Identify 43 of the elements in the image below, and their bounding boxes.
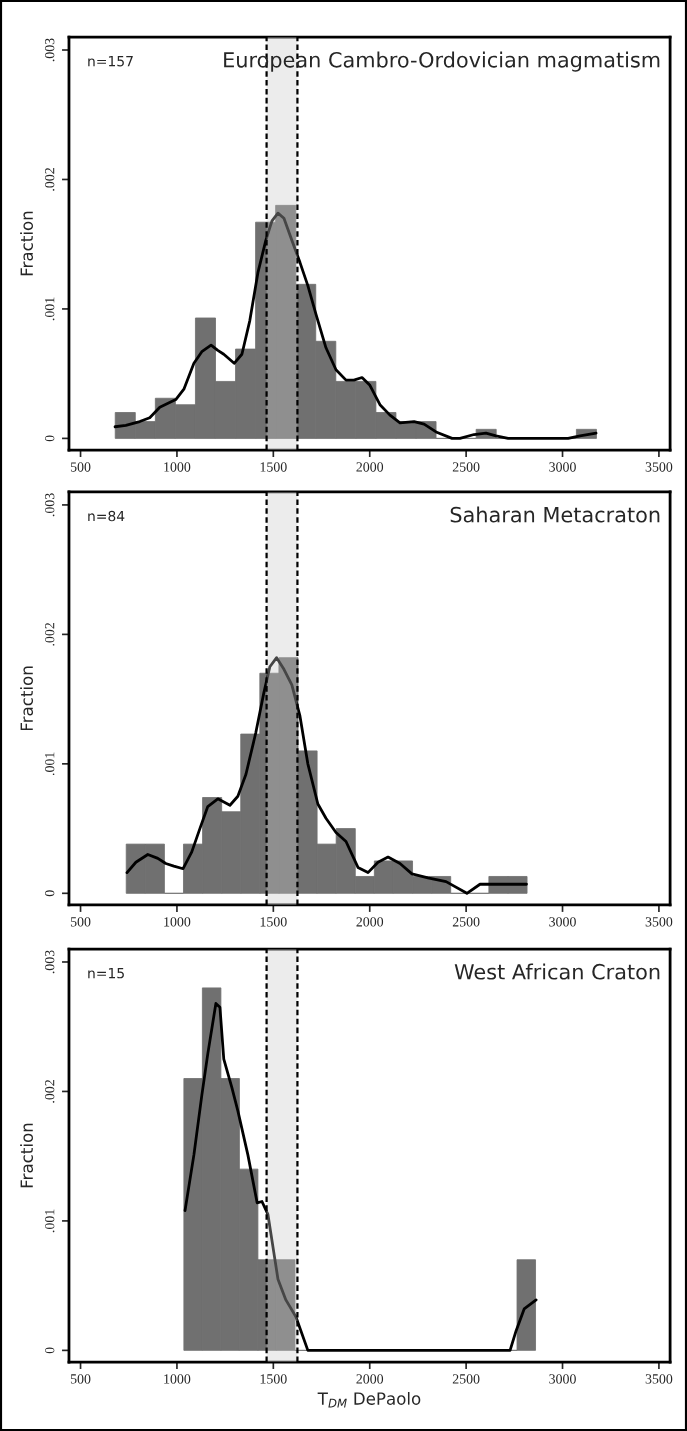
y-tick-label: 0 bbox=[44, 890, 55, 897]
x-tick-label: 500 bbox=[70, 462, 91, 472]
x-tick-label: 1000 bbox=[164, 462, 191, 472]
x-tick-label: 3500 bbox=[645, 1374, 673, 1384]
x-tick-label: 2000 bbox=[356, 462, 384, 472]
x-tick-label: 2000 bbox=[356, 1374, 384, 1384]
annotation: n=84 bbox=[88, 510, 125, 522]
y-tick-label: .003 bbox=[44, 950, 55, 974]
y-tick-label: .002 bbox=[44, 623, 55, 646]
x-tick-label: 1500 bbox=[260, 917, 287, 927]
y-tick-label: 0 bbox=[44, 435, 55, 442]
x-axis-title: T$_{DM}$ DePaolo bbox=[317, 1391, 421, 1408]
y-tick-label: .002 bbox=[44, 1080, 55, 1103]
x-tick-label: 500 bbox=[70, 917, 91, 927]
y-tick-label: 0 bbox=[44, 1347, 55, 1354]
x-tick-label: 1000 bbox=[164, 917, 191, 927]
x-tick-label: 2500 bbox=[452, 462, 480, 472]
y-tick-label: .003 bbox=[44, 493, 55, 517]
annotation: n=15 bbox=[88, 968, 124, 979]
x-tick-label: 1000 bbox=[164, 1374, 191, 1384]
x-tick-label: 3500 bbox=[645, 917, 673, 927]
text: West African Craton bbox=[454, 963, 660, 980]
text: Saharan Metacraton bbox=[450, 506, 660, 523]
x-tick-label: 3000 bbox=[549, 1374, 576, 1384]
y-axis-title: Fraction bbox=[20, 1123, 34, 1188]
x-tick-label: 3000 bbox=[549, 917, 576, 927]
x-tick-label: 2500 bbox=[452, 1374, 480, 1384]
y-tick-label: .001 bbox=[44, 752, 55, 776]
x-tick-label: 2500 bbox=[452, 917, 480, 927]
y-tick-label: .001 bbox=[44, 1209, 55, 1233]
annotation: n=157 bbox=[88, 56, 133, 67]
x-tick-label: 1500 bbox=[260, 462, 287, 472]
x-tick-label: 3000 bbox=[549, 462, 576, 472]
y-tick-label: .002 bbox=[44, 168, 55, 191]
x-tick-label: 500 bbox=[70, 1374, 91, 1384]
y-tick-label: .003 bbox=[44, 38, 55, 62]
x-tick-label: 1500 bbox=[260, 1374, 287, 1384]
text: European Cambro-Ordovician magmatism bbox=[224, 51, 660, 72]
y-axis-title: Fraction bbox=[20, 211, 34, 276]
y-axis-title: Fraction bbox=[20, 666, 34, 731]
x-tick-label: 3500 bbox=[645, 462, 673, 472]
y-tick-label: .001 bbox=[44, 297, 55, 321]
x-tick-label: 2000 bbox=[356, 917, 384, 927]
